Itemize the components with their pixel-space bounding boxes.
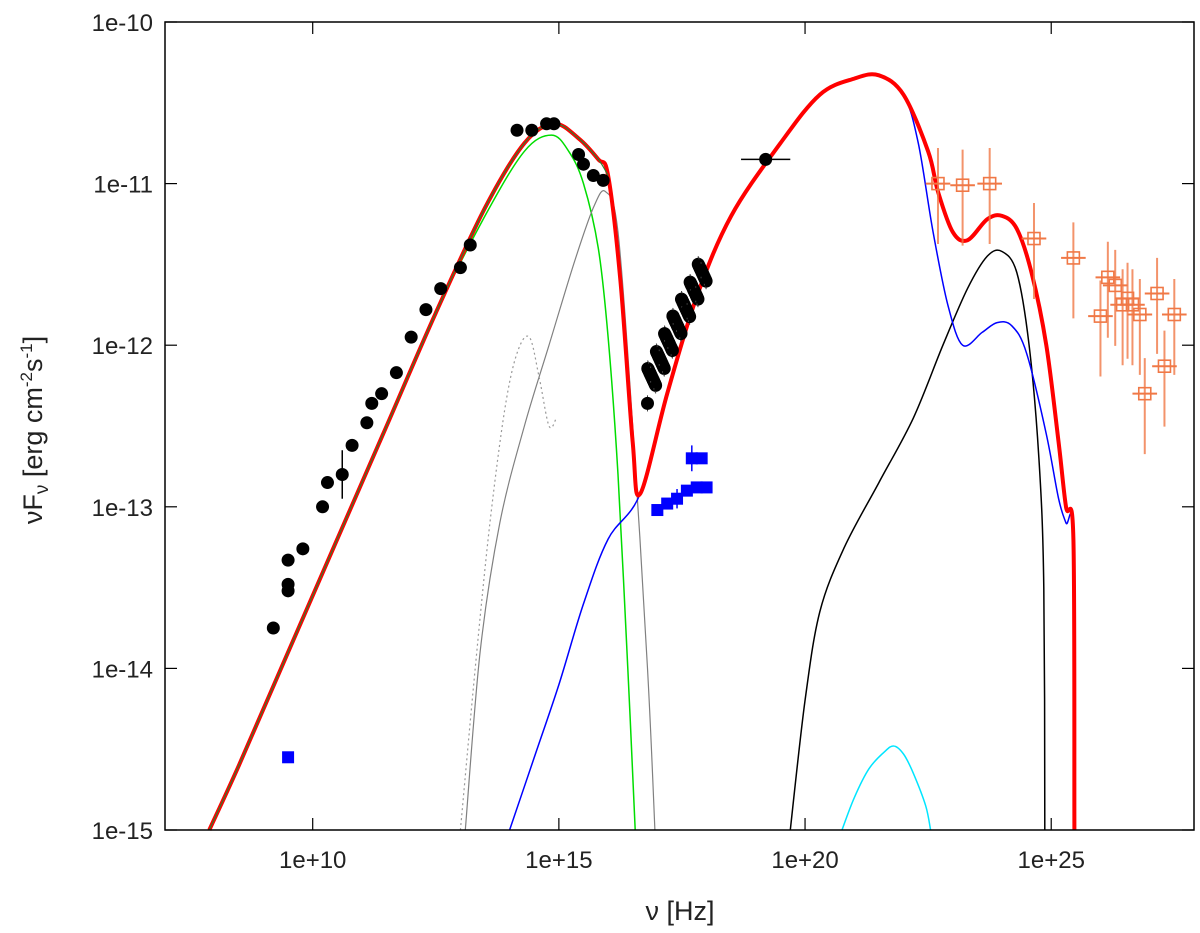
data-point	[1133, 307, 1147, 322]
data-point	[510, 123, 524, 137]
y-tick-label: 1e-13	[92, 495, 153, 522]
model-curve-overlay	[208, 123, 609, 831]
data-point	[690, 481, 703, 494]
data-point	[955, 178, 970, 193]
y-tick-label: 1e-12	[92, 333, 153, 360]
x-tick-label: 1e+20	[771, 847, 838, 874]
data-point	[365, 396, 379, 410]
data-point	[652, 351, 666, 365]
data-point	[1157, 359, 1172, 374]
model-curve	[459, 335, 557, 831]
data-point	[316, 500, 330, 514]
data-point	[375, 387, 389, 401]
data-point	[453, 261, 467, 275]
data-point	[1125, 297, 1140, 312]
model-curves	[207, 72, 1077, 831]
x-tick-label: 1e+10	[279, 847, 346, 874]
data-point	[931, 176, 945, 191]
data-point	[759, 152, 773, 166]
data-point	[666, 310, 680, 324]
model-curve	[464, 190, 656, 831]
data-point	[1027, 231, 1041, 246]
axis-ticks: 1e+10 1e+15 1e+20 1e+25 1e-10 1e-11 1e-12 1e-13…	[92, 10, 1194, 874]
data-point	[586, 169, 600, 183]
data-point	[661, 497, 674, 510]
data-point	[335, 467, 349, 481]
data-point	[695, 452, 708, 465]
data-point	[651, 504, 664, 517]
data-point	[404, 330, 418, 344]
y-tick-label: 1e-11	[93, 172, 153, 199]
data-point	[463, 238, 477, 252]
data-point	[1167, 307, 1182, 322]
data-point	[576, 157, 590, 171]
data-point	[525, 123, 539, 137]
y-tick-label: 1e-15	[92, 818, 153, 845]
data-point	[434, 282, 448, 296]
data-point	[389, 366, 403, 380]
data-point	[1108, 278, 1123, 293]
y-tick-label: 1e-14	[92, 656, 153, 683]
data-point	[694, 263, 708, 277]
plot-frame	[164, 21, 1195, 831]
data-point	[680, 304, 694, 318]
data-point	[700, 481, 713, 494]
x-tick-label: 1e+25	[1018, 847, 1085, 874]
data-point	[572, 148, 586, 162]
data-point	[360, 416, 374, 430]
data-point	[1150, 286, 1164, 301]
x-tick-label: 1e+15	[525, 847, 592, 874]
data-point	[680, 484, 693, 497]
model-curve	[841, 745, 932, 831]
data-points	[266, 117, 1187, 764]
data-point	[675, 293, 689, 307]
data-point	[644, 368, 658, 382]
data-point	[281, 553, 295, 567]
data-point	[1093, 309, 1108, 323]
data-point	[1137, 386, 1152, 401]
data-point	[296, 542, 310, 556]
data-point	[685, 452, 698, 465]
plot-background	[165, 22, 1194, 830]
data-point	[640, 396, 654, 410]
x-axis-label: ν [Hz]	[645, 896, 714, 926]
y-axis-label: νFν [erg cm-2s-1]	[17, 336, 53, 524]
data-point	[320, 476, 334, 490]
data-point	[1101, 270, 1115, 285]
model-curve	[789, 249, 1046, 831]
y-tick-label: 1e-10	[92, 10, 153, 37]
data-point	[596, 173, 610, 187]
data-point	[1066, 251, 1081, 265]
data-point	[982, 176, 997, 191]
data-point	[683, 276, 697, 290]
data-point	[671, 492, 684, 505]
data-point	[689, 287, 703, 301]
data-point	[419, 303, 433, 317]
data-point	[658, 327, 672, 341]
data-point	[281, 577, 295, 591]
data-point	[345, 438, 359, 452]
data-point	[266, 621, 280, 635]
data-point	[282, 751, 295, 764]
data-point	[547, 117, 561, 131]
